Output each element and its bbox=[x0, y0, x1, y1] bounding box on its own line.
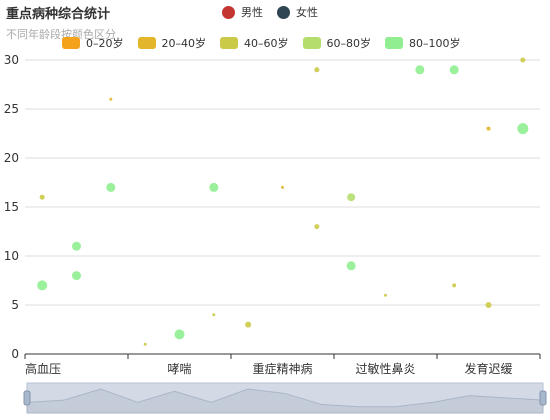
data-point bbox=[106, 182, 116, 192]
data-point bbox=[174, 329, 185, 340]
gender-legend: 男性 女性 bbox=[222, 4, 332, 20]
data-point bbox=[245, 321, 252, 328]
legend-marker-male bbox=[222, 5, 235, 19]
data-point bbox=[37, 280, 48, 291]
x-tick-label: 过敏性鼻炎 bbox=[355, 361, 415, 376]
data-point bbox=[314, 67, 320, 73]
datazoom-handle-right[interactable] bbox=[539, 390, 547, 406]
x-tick-label: 哮喘 bbox=[167, 362, 191, 376]
x-tick-label: 高血压 bbox=[25, 361, 61, 376]
data-point bbox=[449, 65, 459, 75]
legend-marker-age-4 bbox=[385, 37, 403, 49]
legend-label-age-1: 20–40岁 bbox=[161, 37, 207, 50]
data-point bbox=[452, 283, 457, 288]
data-point bbox=[212, 313, 216, 317]
legend-marker-age-3 bbox=[302, 37, 321, 49]
legend-label-male: 男性 bbox=[241, 6, 263, 19]
legend-item-age-3[interactable]: 60–80岁 bbox=[302, 35, 372, 51]
legend-item-age-2[interactable]: 40–60岁 bbox=[220, 35, 289, 51]
legend-marker-age-1 bbox=[137, 37, 156, 49]
data-point bbox=[209, 182, 219, 192]
legend-item-age-1[interactable]: 20–40岁 bbox=[137, 35, 207, 51]
legend-marker-female bbox=[277, 5, 290, 19]
legend-label-age-2: 40–60岁 bbox=[244, 37, 289, 50]
data-point bbox=[281, 185, 284, 189]
legend-label-age-3: 60–80岁 bbox=[326, 37, 372, 50]
data-point bbox=[72, 271, 81, 281]
legend-label-age-0: 0–20岁 bbox=[86, 37, 124, 50]
data-point bbox=[143, 342, 147, 346]
data-point bbox=[72, 241, 81, 251]
legend-item-male[interactable]: 男性 bbox=[222, 4, 263, 20]
data-point bbox=[520, 57, 526, 63]
age-legend: 0–20岁 20–40岁 40–60岁 60–80岁 80–100岁 bbox=[62, 35, 475, 51]
data-point bbox=[347, 193, 356, 202]
data-point bbox=[415, 65, 425, 75]
data-point bbox=[39, 194, 45, 200]
legend-marker-age-2 bbox=[220, 37, 238, 49]
chart-subtitle: 不同年龄段按颜色区分 bbox=[6, 28, 116, 41]
x-tick-label: 重症精神病 bbox=[252, 361, 312, 376]
datazoom-handle-left[interactable] bbox=[23, 390, 31, 406]
x-tick-label: 发育迟缓 bbox=[464, 361, 512, 376]
legend-label-female: 女性 bbox=[296, 6, 318, 19]
legend-item-age-4[interactable]: 80–100岁 bbox=[385, 35, 461, 51]
data-point bbox=[109, 97, 113, 101]
chart-title: 重点病种综合统计 bbox=[6, 7, 111, 22]
y-tick-label: 30 bbox=[4, 53, 19, 67]
legend-item-age-0[interactable]: 0–20岁 bbox=[62, 35, 124, 51]
legend-item-female[interactable]: 女性 bbox=[277, 4, 318, 20]
y-tick-label: 15 bbox=[4, 200, 19, 214]
legend-label-age-4: 80–100岁 bbox=[409, 37, 461, 50]
data-point bbox=[314, 224, 320, 230]
y-tick-label: 20 bbox=[4, 151, 19, 165]
data-point bbox=[384, 293, 387, 297]
legend-marker-age-0 bbox=[62, 37, 80, 49]
data-point bbox=[346, 261, 356, 271]
data-point bbox=[517, 123, 529, 135]
data-point bbox=[486, 126, 491, 131]
y-tick-label: 10 bbox=[4, 249, 19, 263]
y-tick-label: 25 bbox=[4, 102, 19, 116]
y-tick-label: 0 bbox=[11, 347, 19, 361]
data-point bbox=[485, 302, 492, 308]
y-tick-label: 5 bbox=[11, 298, 19, 312]
